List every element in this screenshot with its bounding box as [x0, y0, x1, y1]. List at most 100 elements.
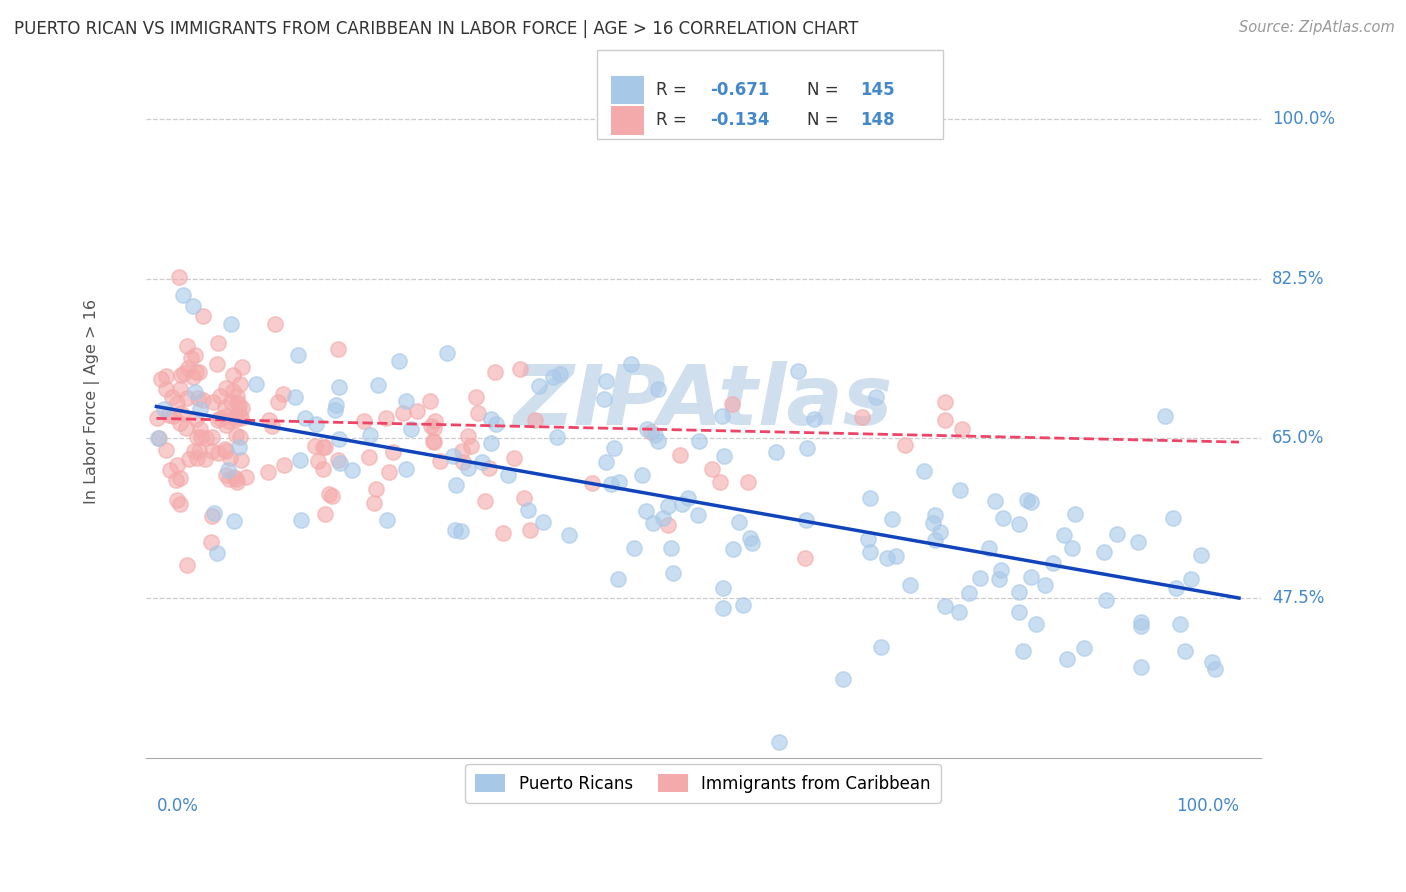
Point — [858, 491, 880, 505]
Point — [478, 460, 501, 475]
FancyBboxPatch shape — [610, 106, 644, 135]
Point — [803, 412, 825, 426]
Point — [643, 516, 665, 530]
Point — [636, 422, 658, 436]
Point — [620, 358, 643, 372]
Point — [957, 586, 980, 600]
Point — [794, 513, 817, 527]
Point — [922, 516, 945, 530]
Point — [634, 504, 657, 518]
Point — [228, 376, 250, 391]
Point — [595, 375, 617, 389]
Point — [647, 434, 669, 448]
Point — [1174, 644, 1197, 658]
Point — [167, 269, 190, 284]
Point — [148, 431, 170, 445]
Point — [229, 429, 252, 443]
Point — [1035, 577, 1057, 591]
Point — [169, 383, 191, 397]
Point — [1056, 652, 1078, 666]
Point — [378, 465, 401, 479]
Point — [661, 541, 683, 556]
Point — [325, 398, 347, 412]
Point — [1008, 585, 1031, 599]
Point — [1129, 615, 1152, 630]
Point — [180, 351, 202, 366]
Point — [444, 524, 467, 538]
Point — [357, 450, 380, 464]
Point — [444, 478, 467, 492]
Point — [367, 378, 389, 392]
Point — [231, 411, 253, 425]
Point — [159, 463, 181, 477]
Point — [184, 348, 207, 362]
Point — [471, 455, 494, 469]
Point — [987, 573, 1010, 587]
Point — [190, 430, 212, 444]
Point — [1007, 605, 1029, 619]
Point — [1130, 618, 1153, 632]
Point — [262, 419, 284, 434]
Point — [793, 550, 815, 565]
Point — [218, 450, 240, 465]
Point — [898, 578, 921, 592]
Point — [193, 309, 215, 323]
Point — [485, 417, 508, 431]
Point — [669, 448, 692, 462]
Point — [169, 497, 191, 511]
Point — [524, 413, 547, 427]
Point — [288, 453, 311, 467]
Point — [215, 444, 238, 458]
Point — [395, 393, 418, 408]
Point — [405, 403, 427, 417]
Point — [222, 384, 245, 398]
Point — [219, 395, 242, 409]
Point — [214, 400, 236, 414]
Point — [856, 532, 879, 546]
Point — [263, 317, 285, 331]
Point — [228, 399, 250, 413]
Point — [728, 515, 751, 529]
Point — [787, 364, 810, 378]
Point — [202, 506, 225, 520]
Point — [229, 408, 252, 422]
Point — [912, 464, 935, 478]
Point — [165, 473, 187, 487]
Point — [1129, 660, 1152, 674]
Text: ZIPAtlas: ZIPAtlas — [513, 361, 893, 442]
Point — [832, 672, 855, 686]
Point — [517, 503, 540, 517]
Legend: Puerto Ricans, Immigrants from Caribbean: Puerto Ricans, Immigrants from Caribbean — [465, 764, 941, 803]
Point — [474, 493, 496, 508]
Point — [149, 372, 172, 386]
Point — [531, 516, 554, 530]
Point — [721, 397, 744, 411]
Point — [948, 605, 970, 619]
Point — [768, 735, 790, 749]
Point — [363, 496, 385, 510]
Point — [710, 409, 733, 423]
Point — [457, 429, 479, 443]
Point — [865, 390, 887, 404]
Point — [186, 430, 208, 444]
Point — [484, 366, 506, 380]
Point — [166, 493, 188, 508]
Point — [419, 394, 441, 409]
Point — [869, 640, 891, 654]
Point — [651, 510, 673, 524]
Point — [688, 434, 710, 448]
Point — [314, 441, 336, 455]
Point — [225, 428, 247, 442]
Point — [496, 467, 519, 482]
Point — [711, 581, 734, 595]
Point — [451, 455, 474, 469]
Point — [450, 444, 472, 458]
Text: 0.0%: 0.0% — [156, 797, 198, 814]
Point — [657, 499, 679, 513]
Point — [737, 475, 759, 489]
Point — [183, 444, 205, 458]
Point — [492, 525, 515, 540]
Point — [221, 317, 243, 331]
Point — [1168, 616, 1191, 631]
Point — [188, 444, 211, 458]
